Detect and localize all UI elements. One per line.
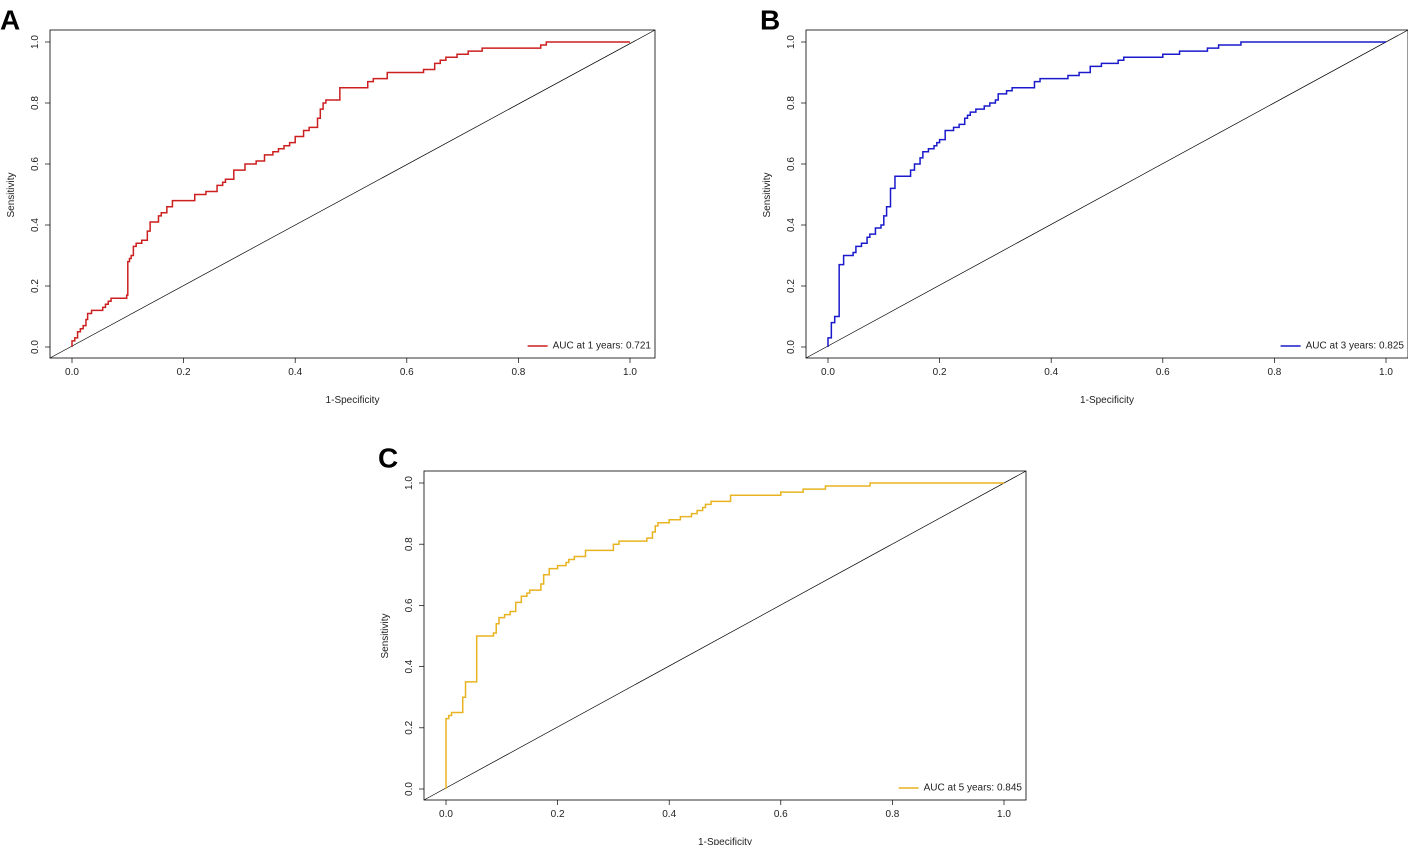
x-tick-label: 0.2 [551, 809, 565, 820]
y-tick-label: 0.8 [786, 96, 797, 110]
y-tick-label: 0.4 [30, 218, 41, 232]
x-tick-label: 0.4 [288, 367, 302, 378]
y-tick-label: 0.2 [30, 279, 41, 293]
roc-panel-a: A 0.0 0.2 0.4 0.6 0.8 1.0 0.0 0.2 0.4 0.6 0.8 1.0 1-S… [0, 4, 656, 406]
x-tick-label: 0.6 [1156, 367, 1170, 378]
x-tick-label: 0.8 [1267, 367, 1281, 378]
y-tick-label: 0.6 [404, 598, 415, 612]
y-tick-label: 0.4 [404, 659, 415, 673]
x-tick-label: 0.4 [1044, 367, 1058, 378]
roc-curve [445, 482, 1004, 789]
plot-frame [49, 29, 656, 359]
y-tick-label: 1.0 [786, 35, 797, 49]
roc-curve [71, 41, 630, 347]
y-axis-title: Sensitivity [380, 613, 391, 658]
reference-diagonal [49, 29, 656, 359]
y-tick-label: 1.0 [404, 476, 415, 490]
x-axis-title: 1-Specificity [1080, 395, 1134, 406]
roc-panel-c: C 0.0 0.2 0.4 0.6 0.8 1.0 0.0 0.2 0.4 0.6 0.8 1.0 1-S… [378, 442, 1027, 845]
x-tick-label: 0.2 [933, 367, 947, 378]
y-tick-label: 0.6 [786, 157, 797, 171]
panel-letter: B [760, 4, 780, 35]
x-tick-label: 1.0 [997, 809, 1011, 820]
reference-diagonal [423, 470, 1027, 801]
y-tick-label: 0.8 [30, 96, 41, 110]
x-tick-label: 0.4 [662, 809, 676, 820]
x-tick-label: 0.8 [511, 367, 525, 378]
x-tick-label: 0.8 [885, 809, 899, 820]
panel-letter: A [0, 4, 20, 35]
y-tick-label: 0.2 [786, 279, 797, 293]
y-axis-title: Sensitivity [6, 172, 17, 217]
legend-label: AUC at 3 years: 0.825 [1306, 341, 1405, 352]
legend-label: AUC at 5 years: 0.845 [924, 783, 1023, 794]
roc-panel-b: B 0.0 0.2 0.4 0.6 0.8 1.0 0.0 0.2 0.4 0.6 0.8 1.0 1-S… [760, 4, 1408, 406]
x-tick-label: 1.0 [1379, 367, 1393, 378]
x-axis-title: 1-Specificity [698, 837, 752, 845]
legend-label: AUC at 1 years: 0.721 [553, 341, 652, 352]
x-tick-label: 0.6 [774, 809, 788, 820]
plot-frame [423, 470, 1027, 801]
x-tick-label: 1.0 [623, 367, 637, 378]
x-tick-label: 0.0 [439, 809, 453, 820]
panel-letter: C [378, 442, 398, 473]
roc-curve [827, 41, 1386, 347]
y-tick-label: 0.6 [30, 157, 41, 171]
y-tick-label: 0.2 [404, 720, 415, 734]
y-axis-title: Sensitivity [762, 172, 773, 217]
plot-frame [805, 29, 1408, 359]
x-tick-label: 0.0 [821, 367, 835, 378]
y-tick-label: 0.0 [30, 340, 41, 354]
y-tick-label: 0.0 [786, 340, 797, 354]
y-tick-label: 0.0 [404, 782, 415, 796]
x-tick-label: 0.0 [65, 367, 79, 378]
reference-diagonal [805, 29, 1408, 359]
x-axis-title: 1-Specificity [326, 395, 380, 406]
y-tick-label: 0.4 [786, 218, 797, 232]
x-tick-label: 0.6 [400, 367, 414, 378]
x-tick-label: 0.2 [177, 367, 191, 378]
y-tick-label: 0.8 [404, 537, 415, 551]
y-tick-label: 1.0 [30, 35, 41, 49]
